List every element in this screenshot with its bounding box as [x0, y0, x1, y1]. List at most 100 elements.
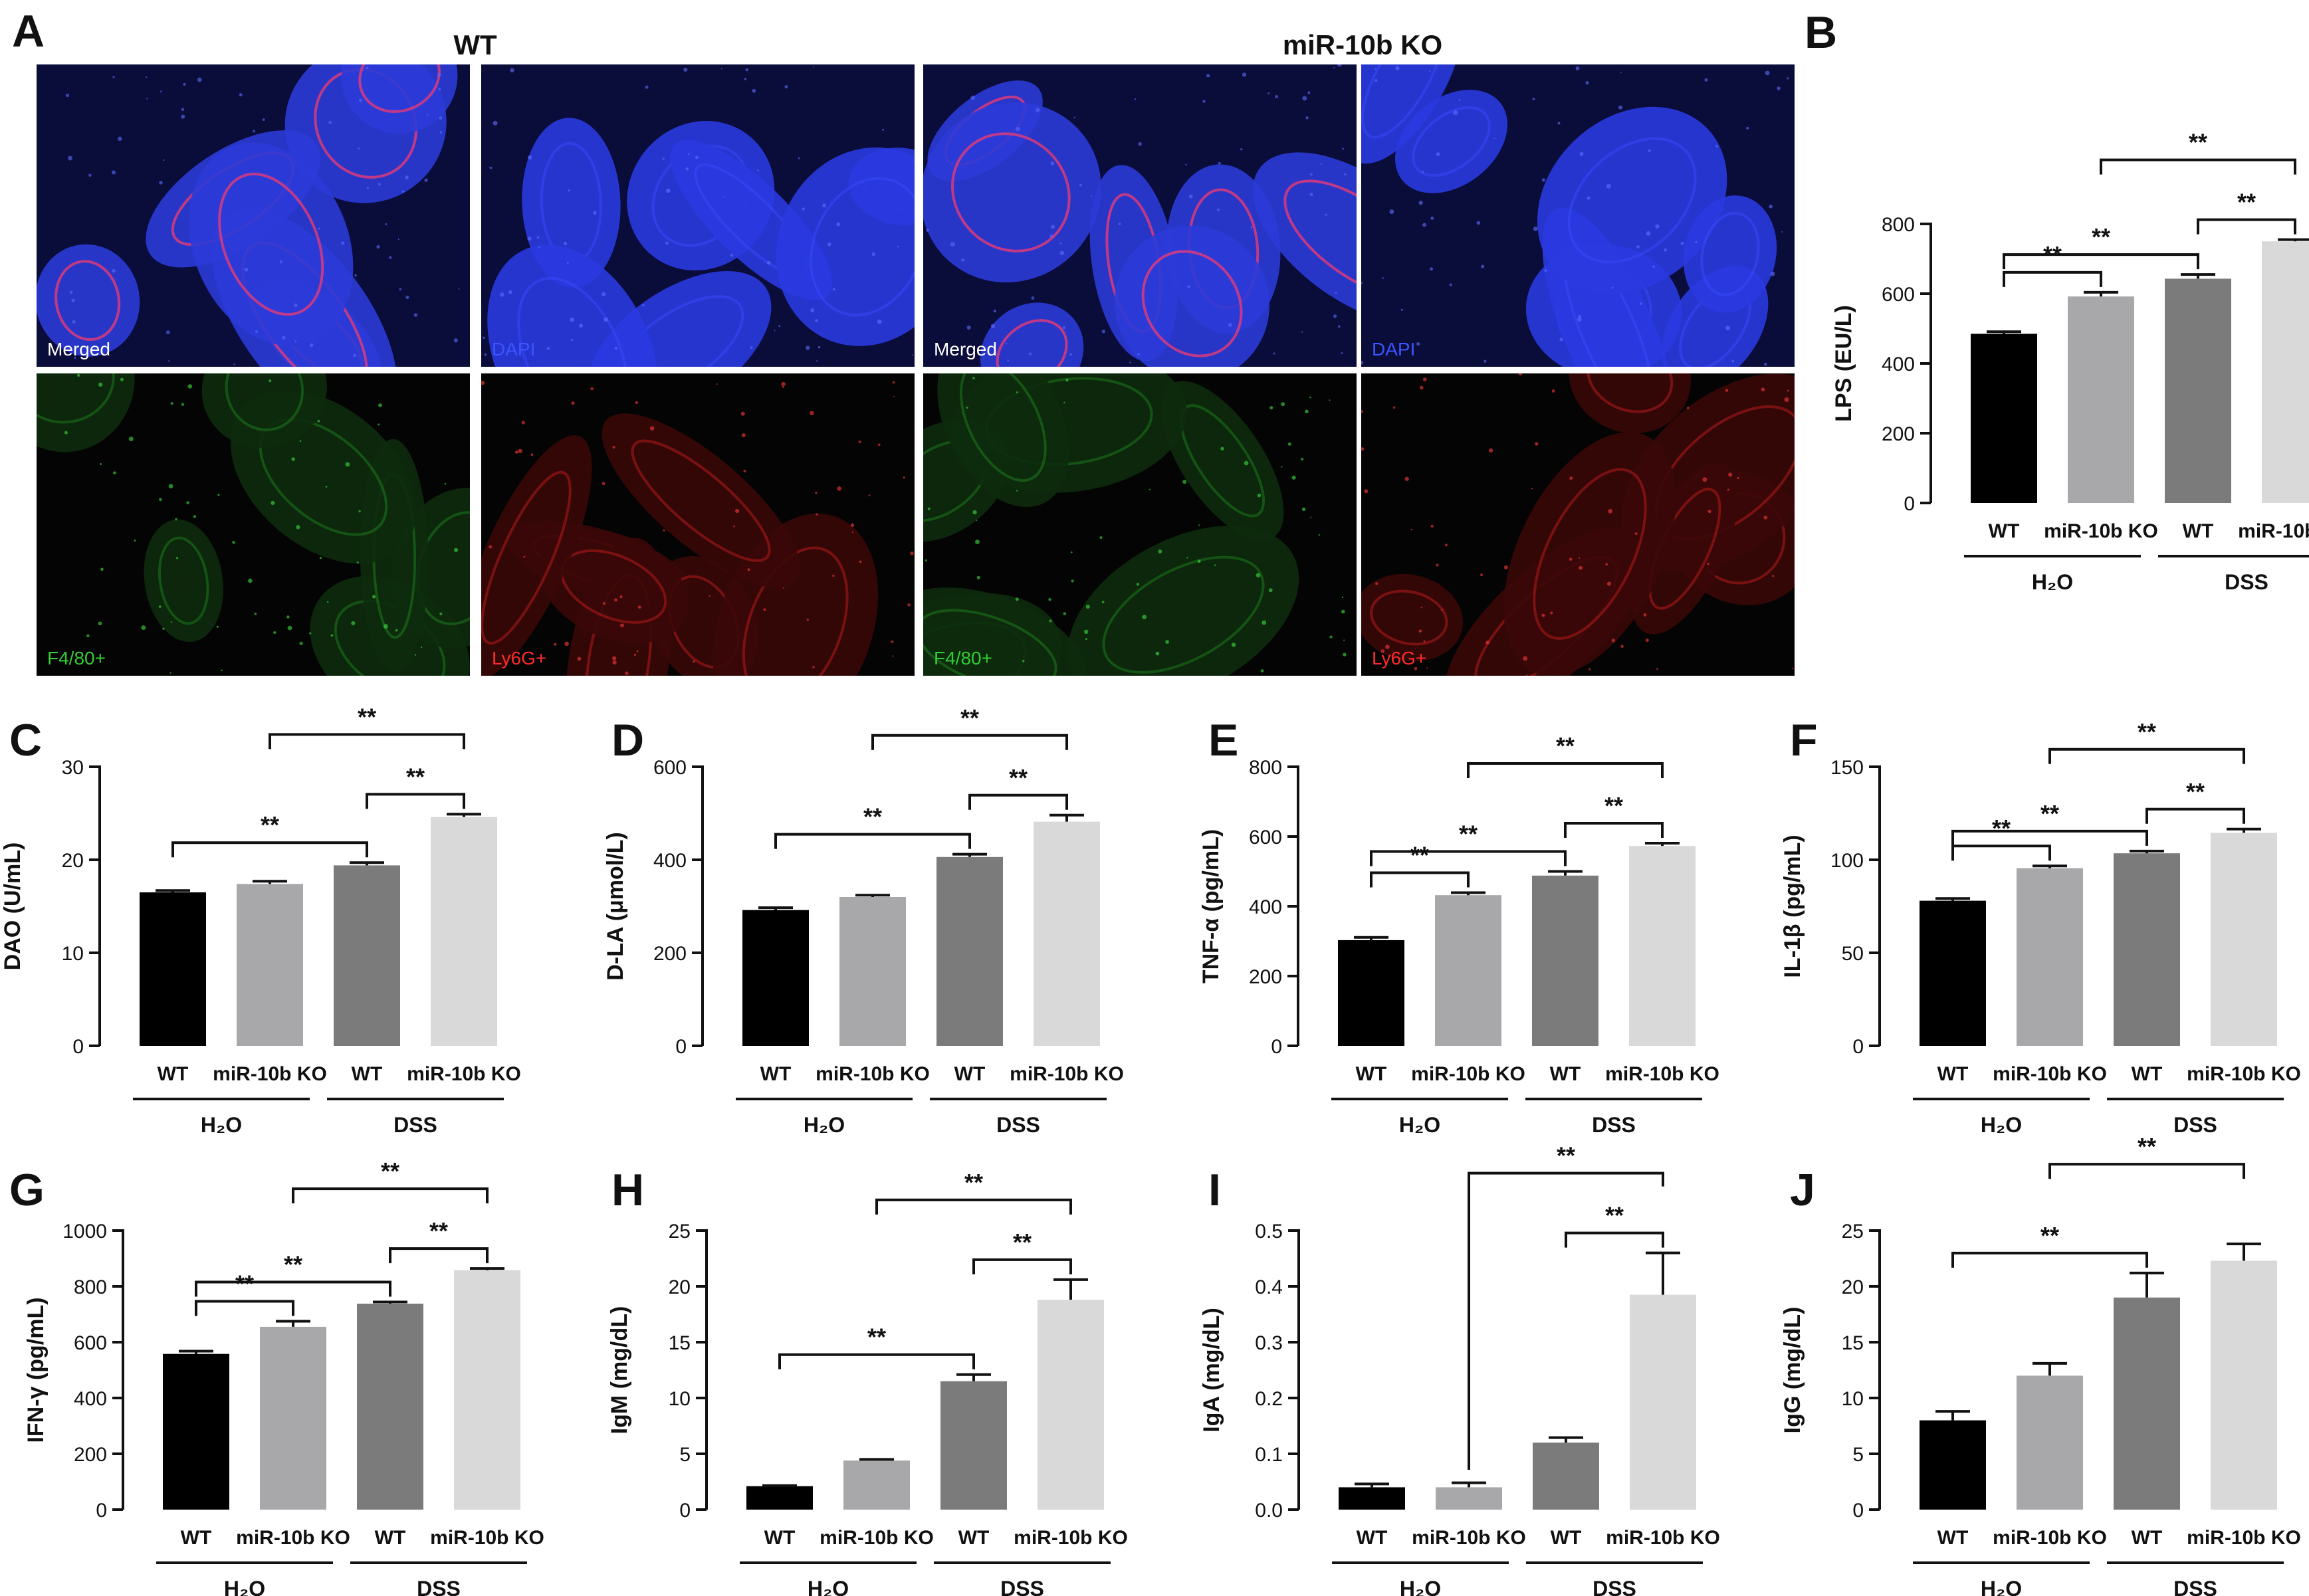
bar: [260, 1326, 326, 1510]
y-tick-label: 5: [1852, 1444, 1864, 1466]
y-axis-label: D-LA (μmol/L): [603, 832, 628, 981]
group-label: DSS: [2225, 570, 2268, 594]
y-tick-label: 25: [1842, 1221, 1864, 1243]
significance-label: **: [2040, 800, 2059, 827]
significance-bracket: [269, 733, 465, 749]
significance-label: **: [2138, 1133, 2156, 1160]
category-label: WT: [375, 1527, 406, 1549]
micro-tile-ko-merged: Merged: [923, 64, 1357, 367]
error-bar: [1452, 1481, 1486, 1488]
y-tick-label: 0: [1852, 1036, 1864, 1058]
y-tick-label: 400: [653, 850, 687, 872]
error-bar: [2181, 273, 2215, 279]
category-label: miR-10b KO: [1993, 1527, 2107, 1549]
error-bar: [855, 894, 890, 897]
significance-label: **: [964, 1169, 983, 1196]
y-tick-label: 1000: [62, 1221, 107, 1243]
panel-letter-c: C: [9, 715, 42, 765]
category-label: WT: [352, 1063, 383, 1085]
group-label: H₂O: [804, 1113, 845, 1137]
significance-label: **: [867, 1324, 886, 1351]
micro-tile-label: DAPI: [492, 339, 536, 359]
bar: [237, 884, 303, 1046]
y-tick-label: 600: [1249, 827, 1282, 848]
error-bar: [1451, 891, 1485, 896]
error-bar: [2227, 827, 2261, 833]
y-tick-label: 600: [653, 757, 687, 779]
micro-tile-label: Ly6G+: [492, 648, 547, 668]
significance-bracket: [778, 1353, 975, 1369]
y-tick-label: 10: [669, 1388, 691, 1410]
bar: [1436, 1487, 1502, 1510]
category-label: WT: [2183, 520, 2214, 542]
bar: [2017, 1375, 2083, 1510]
category-label: WT: [764, 1527, 796, 1549]
significance-bracket: [1564, 821, 1664, 838]
y-tick-label: 200: [1249, 966, 1282, 988]
significance-bracket: [2145, 807, 2245, 824]
significance-label: **: [2092, 223, 2110, 250]
significance-label: **: [235, 1270, 254, 1298]
category-label: miR-10b KO: [430, 1527, 544, 1549]
y-axis-label: IL-1β (pg/mL): [1780, 835, 1805, 977]
micro-tile-label: F4/80+: [934, 648, 992, 668]
bar: [2211, 1260, 2277, 1510]
y-tick-label: 150: [1830, 757, 1864, 779]
significance-label: **: [1459, 821, 1478, 848]
significance-label: **: [406, 763, 425, 790]
category-label: miR-10b KO: [213, 1063, 327, 1085]
significance-bracket: [292, 1187, 489, 1204]
group-label: DSS: [1593, 1577, 1636, 1596]
category-label: WT: [2132, 1527, 2163, 1549]
significance-label: **: [2138, 718, 2156, 746]
y-tick-label: 800: [1249, 757, 1282, 779]
y-tick-label: 20: [1842, 1276, 1864, 1298]
significance-label: **: [429, 1217, 448, 1245]
significance-label: **: [2043, 241, 2062, 268]
bar: [2211, 833, 2277, 1046]
y-axis-label: IgG (mg/dL): [1780, 1307, 1805, 1434]
error-bar: [2130, 1271, 2164, 1298]
y-tick-label: 30: [62, 757, 84, 779]
error-bar: [179, 1349, 213, 1354]
error-bar: [859, 1458, 894, 1461]
category-label: miR-10b KO: [2187, 1063, 2301, 1085]
bar: [1630, 1294, 1696, 1510]
micro-tile-label: Ly6G+: [1372, 648, 1427, 668]
significance-bracket: [1370, 871, 1470, 888]
category-label: WT: [1550, 1063, 1581, 1085]
group-label: DSS: [996, 1113, 1040, 1137]
category-label: WT: [958, 1527, 990, 1549]
group-label: DSS: [1000, 1577, 1044, 1596]
significance-bracket: [1370, 850, 1567, 866]
y-tick-label: 400: [1249, 896, 1282, 918]
y-tick-label: 0.4: [1255, 1276, 1283, 1298]
error-bar: [2130, 849, 2164, 854]
group-label: DSS: [1592, 1113, 1636, 1137]
error-bar: [2033, 864, 2067, 868]
y-tick-label: 200: [653, 943, 687, 965]
error-bar: [956, 1373, 991, 1381]
bar: [1920, 1420, 1986, 1510]
error-bar: [1354, 936, 1388, 940]
significance-bracket: [171, 841, 368, 858]
significance-bracket: [1951, 1251, 2148, 1268]
y-tick-label: 15: [669, 1332, 691, 1354]
y-tick-label: 10: [62, 943, 84, 965]
y-axis-label: DAO (U/mL): [0, 843, 25, 971]
category-label: miR-10b KO: [2238, 520, 2309, 542]
category-label: WT: [1357, 1527, 1388, 1549]
significance-label: **: [863, 803, 882, 831]
bar: [2262, 241, 2309, 503]
y-axis-label: IgA (mg/dL): [1199, 1308, 1224, 1433]
group-label: H₂O: [201, 1113, 242, 1137]
micro-tile-ko-red: Ly6G+: [1361, 373, 1795, 676]
error-bar: [447, 813, 481, 817]
bar: [2017, 868, 2083, 1046]
error-bar: [1935, 1410, 1970, 1421]
significance-bracket: [389, 1247, 489, 1264]
significance-label: **: [2237, 189, 2256, 216]
error-bar: [758, 906, 793, 910]
error-bar: [1549, 1436, 1583, 1443]
category-label: miR-10b KO: [236, 1527, 350, 1549]
